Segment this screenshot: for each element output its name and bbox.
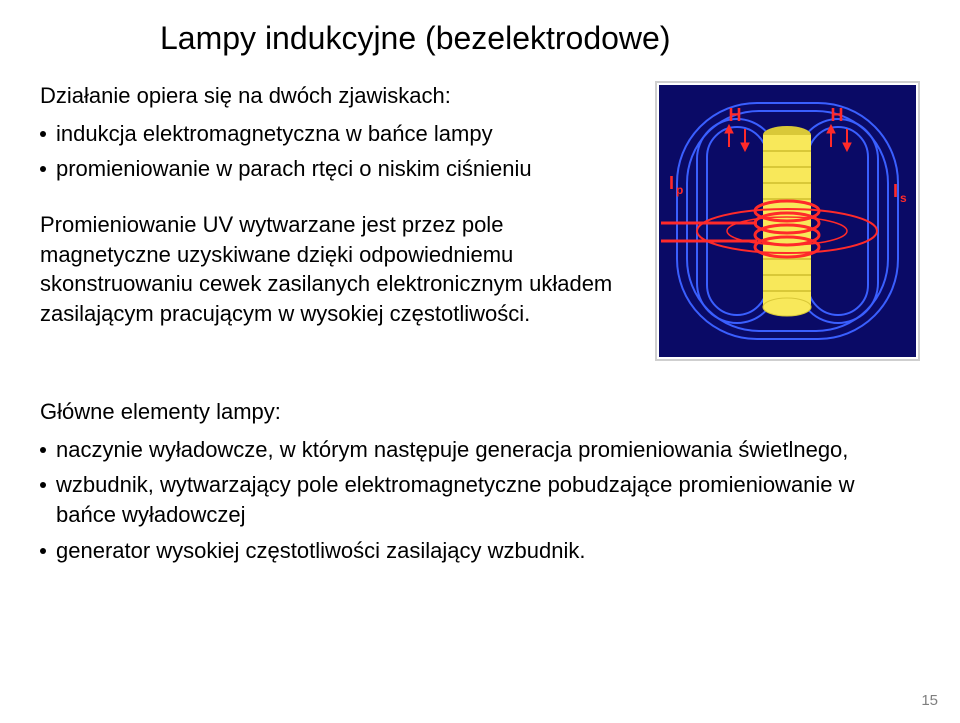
- text-column: Działanie opiera się na dwóch zjawiskach…: [40, 81, 631, 361]
- svg-text:p: p: [676, 183, 683, 197]
- bullet-item: generator wysokiej częstotliwości zasila…: [40, 536, 920, 566]
- bullet-item: naczynie wyładowcze, w którym następuje …: [40, 435, 920, 465]
- upper-section: Działanie opiera się na dwóch zjawiskach…: [40, 81, 920, 361]
- bullet-dot-icon: [40, 166, 46, 172]
- intro-line: Działanie opiera się na dwóch zjawiskach…: [40, 81, 631, 111]
- bullet-item: promieniowanie w parach rtęci o niskim c…: [40, 154, 631, 184]
- svg-text:H: H: [729, 105, 742, 125]
- bullet-dot-icon: [40, 548, 46, 554]
- bullet-item: indukcja elektromagnetyczna w bańce lamp…: [40, 119, 631, 149]
- svg-text:I: I: [893, 181, 898, 201]
- svg-text:I: I: [669, 173, 674, 193]
- page-title: Lampy indukcyjne (bezelektrodowe): [160, 20, 920, 57]
- bullet-text: generator wysokiej częstotliwości zasila…: [56, 536, 585, 566]
- bullet-text: wzbudnik, wytwarzający pole elektromagne…: [56, 470, 920, 529]
- bullet-dot-icon: [40, 447, 46, 453]
- subheading: Główne elementy lampy:: [40, 397, 920, 427]
- induction-lamp-diagram: H H I p I s: [655, 81, 920, 361]
- bullet-text: promieniowanie w parach rtęci o niskim c…: [56, 154, 532, 184]
- svg-text:s: s: [900, 191, 907, 205]
- bullet-dot-icon: [40, 482, 46, 488]
- paragraph-uv: Promieniowanie UV wytwarzane jest przez …: [40, 210, 631, 329]
- bullet-item: wzbudnik, wytwarzający pole elektromagne…: [40, 470, 920, 529]
- svg-text:H: H: [831, 105, 844, 125]
- page-number: 15: [921, 692, 938, 709]
- lower-section: Główne elementy lampy: naczynie wyładowc…: [40, 397, 920, 565]
- bullet-dot-icon: [40, 131, 46, 137]
- bullet-text: naczynie wyładowcze, w którym następuje …: [56, 435, 848, 465]
- bullet-text: indukcja elektromagnetyczna w bańce lamp…: [56, 119, 493, 149]
